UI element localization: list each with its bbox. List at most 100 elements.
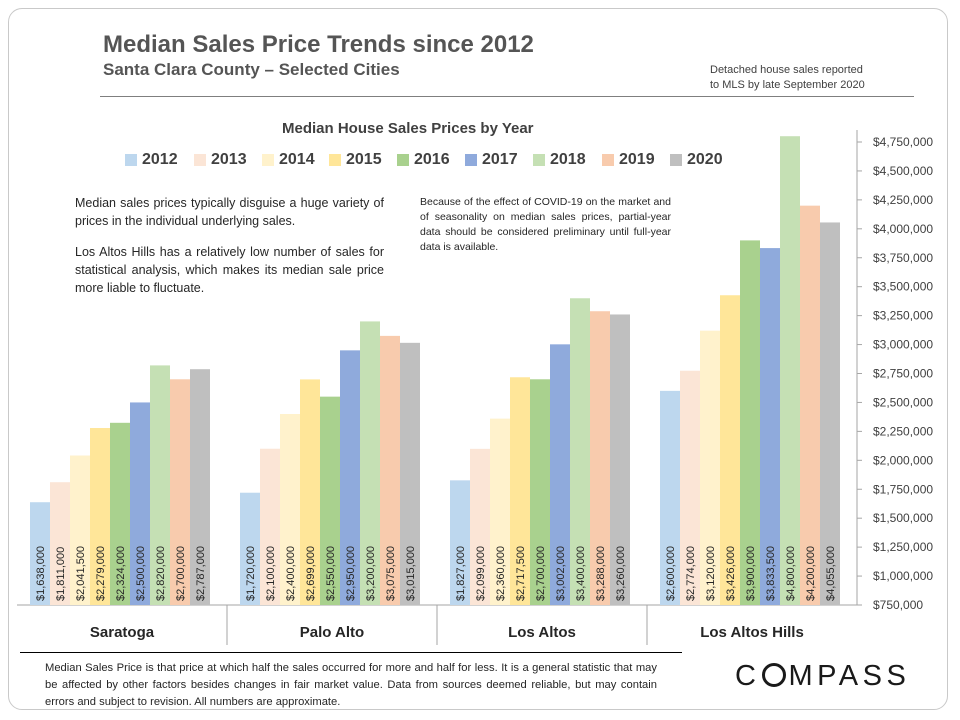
y-tick-label: $4,500,000 bbox=[873, 164, 933, 178]
bar-2017 bbox=[760, 248, 780, 605]
y-tick-label: $3,250,000 bbox=[873, 309, 933, 323]
y-tick-label: $3,000,000 bbox=[873, 338, 933, 352]
bar-data-label: $2,600,000 bbox=[665, 546, 677, 601]
bar-2020 bbox=[610, 314, 630, 605]
x-category-label: Palo Alto bbox=[300, 624, 364, 641]
y-tick-label: $1,500,000 bbox=[873, 511, 933, 525]
bar-data-label: $3,900,000 bbox=[745, 546, 757, 601]
bar-data-label: $2,324,000 bbox=[115, 546, 127, 601]
legend-swatch bbox=[397, 154, 409, 166]
bar-2012 bbox=[30, 502, 50, 605]
data-source-note-line2: to MLS by late September 2020 bbox=[710, 79, 865, 91]
bar-2014 bbox=[70, 455, 90, 605]
bar-data-label: $2,787,000 bbox=[195, 546, 207, 601]
data-source-note: Detached house sales reported to MLS by … bbox=[710, 63, 910, 93]
logo-text-start: C bbox=[735, 660, 761, 692]
bar-2019 bbox=[170, 379, 190, 605]
bar-2019 bbox=[590, 311, 610, 605]
bar-data-label: $2,774,000 bbox=[685, 546, 697, 601]
y-tick-label: $4,750,000 bbox=[873, 135, 933, 149]
y-tick-label: $3,500,000 bbox=[873, 280, 933, 294]
bar-data-label: $4,200,000 bbox=[805, 546, 817, 601]
y-tick-label: $750,000 bbox=[873, 598, 923, 612]
bar-2017 bbox=[340, 350, 360, 605]
chart-title: Median House Sales Prices by Year bbox=[282, 120, 534, 137]
bar-data-label: $2,820,000 bbox=[155, 546, 167, 601]
legend-swatch bbox=[262, 154, 274, 166]
bar-2019 bbox=[800, 205, 820, 605]
bar-2013 bbox=[260, 448, 280, 605]
bar-data-label: $2,279,000 bbox=[95, 546, 107, 601]
footer-divider bbox=[20, 652, 682, 653]
bar-data-label: $3,288,000 bbox=[595, 546, 607, 601]
legend-label: 2020 bbox=[687, 151, 723, 168]
bar-2017 bbox=[130, 402, 150, 605]
bar-data-label: $2,099,000 bbox=[475, 546, 487, 601]
y-tick-label: $2,500,000 bbox=[873, 395, 933, 409]
bar-2013 bbox=[50, 482, 70, 605]
bar-data-label: $3,120,000 bbox=[705, 546, 717, 601]
bar-data-label: $3,200,000 bbox=[365, 546, 377, 601]
bar-data-label: $1,827,000 bbox=[455, 546, 467, 601]
bar-data-label: $2,550,000 bbox=[325, 546, 337, 601]
bar-2014 bbox=[280, 414, 300, 605]
legend-label: 2014 bbox=[279, 151, 315, 168]
bar-data-label: $1,720,000 bbox=[245, 546, 257, 601]
bar-2015 bbox=[90, 428, 110, 605]
bar-2016 bbox=[740, 240, 760, 605]
compass-logo: C MPASS bbox=[735, 660, 910, 693]
bar-data-label: $2,700,000 bbox=[535, 546, 547, 601]
bar-2016 bbox=[530, 379, 550, 605]
bar-2015 bbox=[300, 379, 320, 605]
bar-2018 bbox=[780, 136, 800, 605]
x-category-label: Saratoga bbox=[90, 624, 155, 641]
legend-label: 2015 bbox=[346, 151, 382, 168]
bar-2019 bbox=[380, 335, 400, 605]
y-tick-label: $4,250,000 bbox=[873, 193, 933, 207]
legend-label: 2016 bbox=[414, 151, 450, 168]
y-tick-label: $1,750,000 bbox=[873, 482, 933, 496]
logo-text-end: MPASS bbox=[788, 660, 911, 692]
y-tick-label: $2,750,000 bbox=[873, 367, 933, 381]
y-tick-label: $1,000,000 bbox=[873, 569, 933, 583]
x-category-label: Los Altos Hills bbox=[700, 624, 804, 641]
bar-data-label: $2,699,000 bbox=[305, 546, 317, 601]
logo-circle-icon bbox=[762, 663, 787, 687]
bar-2014 bbox=[700, 330, 720, 605]
bar-2016 bbox=[110, 422, 130, 605]
bar-2020 bbox=[820, 222, 840, 606]
bar-data-label: $4,055,000 bbox=[825, 546, 837, 601]
y-tick-label: $2,250,000 bbox=[873, 424, 933, 438]
legend-swatch bbox=[194, 154, 206, 166]
bar-data-label: $3,833,500 bbox=[765, 546, 777, 601]
bar-2012 bbox=[450, 480, 470, 605]
bar-2013 bbox=[470, 448, 490, 605]
chart-legend: 2012 2013 2014 2015 2016 2017 2018 2019 2020 bbox=[125, 150, 745, 170]
legend-swatch bbox=[533, 154, 545, 166]
bar-data-label: $2,950,000 bbox=[345, 546, 357, 601]
bar-2013 bbox=[680, 370, 700, 605]
legend-swatch bbox=[329, 154, 341, 166]
annotation-left-paragraph-1: Median sales prices typically disguise a… bbox=[75, 196, 384, 228]
bar-2012 bbox=[240, 492, 260, 605]
legend-label: 2019 bbox=[619, 151, 655, 168]
legend-swatch bbox=[125, 154, 137, 166]
bar-2020 bbox=[400, 342, 420, 605]
bar-data-label: $2,500,000 bbox=[135, 546, 147, 601]
legend-label: 2018 bbox=[550, 151, 586, 168]
bar-2014 bbox=[490, 418, 510, 605]
bar-2018 bbox=[570, 298, 590, 605]
bar-data-label: $3,426,000 bbox=[725, 546, 737, 601]
bar-data-label: $3,400,000 bbox=[575, 546, 587, 601]
bar-data-label: $2,041,500 bbox=[75, 546, 87, 601]
bar-2018 bbox=[150, 365, 170, 605]
page-subtitle: Santa Clara County – Selected Cities bbox=[103, 60, 400, 79]
page-title: Median Sales Price Trends since 2012 bbox=[103, 31, 534, 58]
legend-label: 2012 bbox=[142, 151, 178, 168]
bar-data-label: $2,100,000 bbox=[265, 546, 277, 601]
bar-2018 bbox=[360, 321, 380, 605]
x-category-label: Los Altos bbox=[508, 624, 576, 641]
bar-data-label: $3,002,000 bbox=[555, 546, 567, 601]
header-divider bbox=[100, 96, 914, 97]
bar-data-label: $3,075,000 bbox=[385, 546, 397, 601]
